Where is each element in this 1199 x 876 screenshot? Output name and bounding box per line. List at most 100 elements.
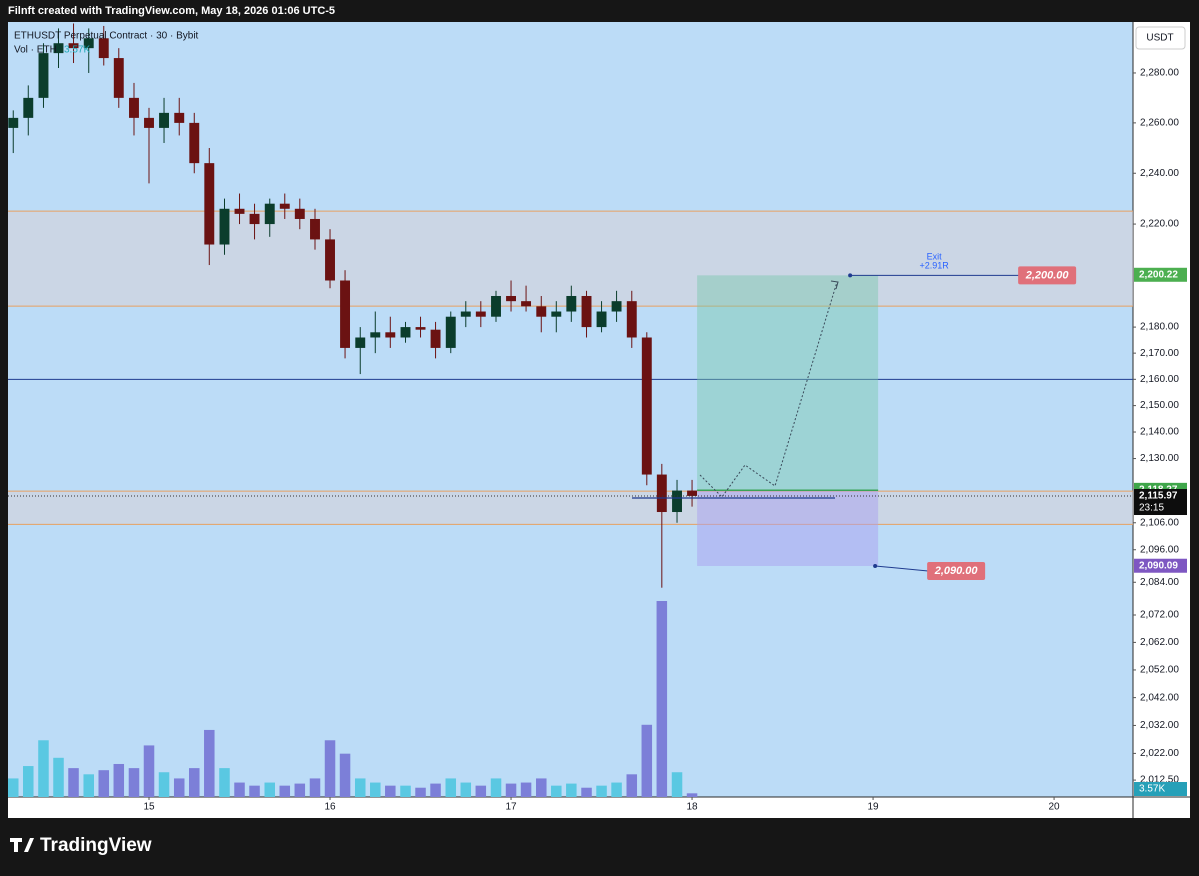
volume-bar	[490, 778, 502, 797]
candle-body	[204, 163, 215, 245]
y-tick-label: 2,096.00	[1140, 544, 1179, 555]
candle-body	[53, 43, 64, 54]
brand: TradingView	[40, 835, 152, 856]
candle-body	[536, 306, 547, 317]
candle-body	[189, 122, 200, 164]
volume-bar	[23, 766, 34, 797]
volume-bar	[505, 783, 517, 797]
time-axis	[8, 797, 1190, 818]
volume-bar	[354, 778, 366, 797]
volume-bar	[460, 782, 472, 797]
volume-bar	[551, 785, 562, 797]
stop-label: 2,090.00	[934, 565, 979, 577]
volume-bar	[249, 785, 260, 797]
candle-body	[581, 295, 592, 328]
candle-body	[641, 337, 652, 475]
countdown: 23:15	[1139, 503, 1164, 514]
candle-body	[129, 97, 139, 118]
price-badge-label: 2,115.97	[1139, 491, 1178, 502]
volume-bar	[68, 768, 79, 797]
y-tick-label: 2,084.00	[1140, 577, 1179, 588]
volume-bar	[53, 757, 64, 797]
candle-body	[626, 301, 637, 338]
price-badge	[1134, 558, 1187, 573]
candle-body	[385, 332, 396, 338]
volume-bar	[415, 787, 426, 797]
volume-bar	[204, 729, 215, 797]
y-tick-label: 2,260.00	[1140, 118, 1179, 129]
candle-body	[687, 490, 698, 496]
volume-bar	[324, 740, 336, 797]
candle-body	[460, 311, 471, 317]
volume-bar	[475, 785, 487, 797]
volume-bar	[219, 768, 230, 797]
candle-body	[98, 38, 109, 59]
candle-body	[506, 295, 516, 302]
volume-bar	[38, 740, 49, 797]
volume-bar	[7, 778, 19, 797]
y-tick-label: 2,140.00	[1140, 427, 1179, 438]
y-tick-label: 2,170.00	[1140, 348, 1179, 359]
projection-path	[699, 281, 838, 498]
candle-body	[83, 38, 94, 49]
volume-bar	[430, 783, 441, 797]
volume-bar	[385, 785, 396, 797]
y-tick-label: 2,150.00	[1140, 400, 1179, 411]
candle-body	[566, 295, 577, 312]
volume-value: 3.57K	[64, 45, 90, 56]
candle-body	[672, 490, 682, 513]
candle-body	[174, 112, 185, 123]
r-text: +2.91R	[919, 261, 949, 271]
candle-body	[68, 43, 79, 49]
volume-bar	[158, 772, 170, 797]
stop-leader	[875, 565, 929, 572]
currency-box[interactable]	[1135, 26, 1186, 50]
y-tick-label: 2,106.00	[1140, 517, 1179, 528]
volume-bar	[83, 774, 94, 797]
candle-body	[475, 311, 486, 317]
candle-body	[340, 280, 351, 348]
candle-body	[144, 117, 154, 128]
volume-bar	[189, 768, 200, 797]
currency[interactable]: USDT	[1146, 33, 1173, 44]
volume-bar	[309, 778, 321, 797]
y-tick-label: 2,180.00	[1140, 322, 1179, 333]
candle-body	[249, 213, 260, 225]
price-axis	[1133, 22, 1190, 797]
volume-badge-label: 3.57K	[1139, 784, 1165, 795]
volume-bar	[520, 782, 532, 797]
stop-badge	[927, 561, 986, 580]
candle-body	[310, 218, 320, 240]
volume-bar	[294, 783, 306, 797]
volume-bar	[370, 782, 381, 797]
caption: Filnft created with TradingView.com, May…	[8, 5, 335, 17]
y-tick-label: 2,032.00	[1140, 720, 1179, 731]
y-tick-label: 2,240.00	[1140, 168, 1179, 179]
candle-body	[445, 316, 456, 348]
volume-bar	[279, 785, 291, 797]
candle-body	[159, 112, 169, 128]
stop-area	[697, 490, 879, 566]
y-tick-label: 2,052.00	[1140, 665, 1179, 676]
candle-body	[491, 295, 501, 317]
candle-body	[415, 327, 426, 330]
candle-body	[234, 208, 245, 214]
volume-bar	[400, 785, 411, 797]
volume-bar	[143, 745, 155, 797]
volume-bar	[671, 772, 683, 797]
candle-body	[611, 301, 622, 312]
x-tick-label: 19	[868, 802, 880, 813]
candle-body	[264, 203, 275, 225]
y-tick-label: 2,220.00	[1140, 219, 1179, 230]
y-tick-label: 2,012.50	[1140, 775, 1179, 786]
y-tick-label: 2,072.00	[1140, 610, 1179, 621]
price-badge	[1134, 489, 1187, 516]
x-tick-label: 17	[505, 802, 517, 813]
candle-body	[279, 203, 290, 209]
x-tick-label: 15	[143, 802, 155, 813]
volume-bar	[686, 793, 698, 797]
y-tick-label: 2,160.00	[1140, 374, 1179, 385]
volume-bar	[626, 774, 638, 797]
candle-body	[219, 208, 230, 245]
target-dot	[848, 273, 853, 278]
